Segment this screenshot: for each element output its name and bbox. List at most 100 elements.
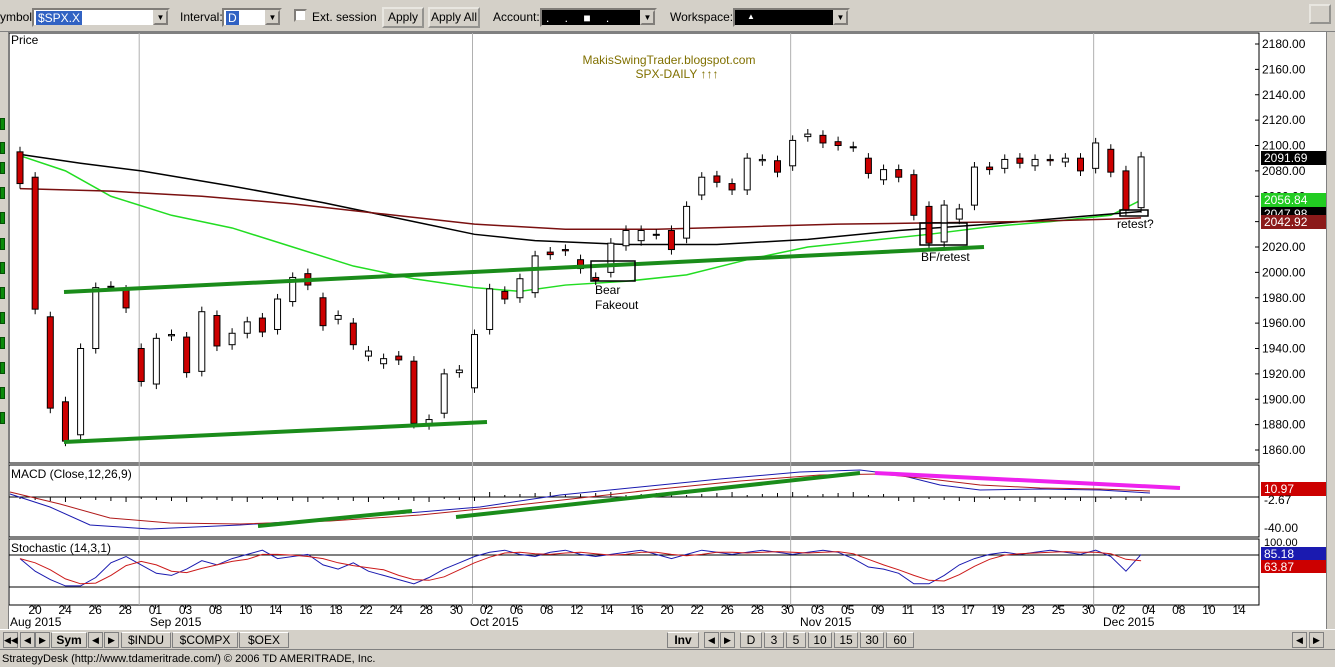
date-tick-label: 16 <box>630 603 644 617</box>
candle-body <box>546 251 554 256</box>
candle-body <box>31 176 39 310</box>
tab-sym[interactable]: Sym <box>51 632 87 648</box>
tab-10[interactable]: 10 <box>808 632 832 648</box>
price-chart[interactable]: 2180.00 2160.00 2140.00 2120.00 2100.00 2080.… <box>0 32 1335 629</box>
date-tick-label: 24 <box>390 603 404 617</box>
candle-body <box>455 369 463 374</box>
next-icon[interactable]: ▶ <box>720 632 735 648</box>
macd-trendline-2 <box>455 471 861 519</box>
tab-indu[interactable]: $INDU <box>121 632 171 648</box>
macd-histogram <box>19 492 1142 502</box>
interval-combo[interactable]: D ▼ <box>222 8 282 27</box>
date-tick-label: 16 <box>299 603 313 617</box>
chevron-down-icon[interactable]: ▼ <box>833 10 848 25</box>
chart-area[interactable]: 2180.00 2160.00 2140.00 2120.00 2100.00 2080.… <box>0 32 1335 629</box>
next-icon[interactable]: ▶ <box>35 632 50 648</box>
next-icon[interactable]: ▶ <box>104 632 119 648</box>
support-trendline <box>63 245 985 294</box>
account-label: Account: <box>493 10 540 24</box>
date-tick-label: 10 <box>239 603 253 617</box>
tab-oex[interactable]: $OEX <box>239 632 289 648</box>
candle-body <box>274 298 282 330</box>
drawing-tool-marker[interactable] <box>0 262 5 274</box>
candle-body <box>1137 156 1145 209</box>
drawing-tool-marker[interactable] <box>0 337 5 349</box>
annotation-bf-retest: BF/retest <box>921 250 970 264</box>
first-icon[interactable]: ◀◀ <box>3 632 18 648</box>
bottom-navigation-bar: ◀◀ ◀ ▶ Sym ◀ ▶ $INDU $COMPX $OEX Inv ◀ ▶… <box>0 629 1335 649</box>
prev-icon[interactable]: ◀ <box>88 632 103 648</box>
price-badge-value: 2042.92 <box>1264 215 1308 229</box>
date-tick-label: 02 <box>1112 603 1126 617</box>
tab-30[interactable]: 30 <box>860 632 884 648</box>
symbol-combo[interactable]: $SPX.X ▼ <box>32 8 170 27</box>
chevron-down-icon[interactable]: ▼ <box>265 10 280 25</box>
date-tick-label: 11 <box>902 603 915 617</box>
candle-body <box>334 315 342 320</box>
stochastic-k-line <box>19 549 1142 587</box>
candle-body <box>864 157 872 174</box>
date-tick-label: 20 <box>28 603 42 617</box>
date-tick-label: 28 <box>751 603 765 617</box>
status-text: StrategyDesk (http://www.tdameritrade.co… <box>2 653 376 665</box>
drawing-tool-marker[interactable] <box>0 412 5 424</box>
candle-body <box>1077 157 1084 172</box>
workspace-label: Workspace: <box>670 10 734 24</box>
date-tick-label: 30 <box>450 603 464 617</box>
drawing-tool-marker[interactable] <box>0 212 5 224</box>
ext-session-checkbox[interactable] <box>294 9 307 22</box>
candle-body <box>1107 148 1115 173</box>
apply-button[interactable]: Apply <box>382 7 424 28</box>
moving-averages <box>19 153 1142 293</box>
apply-all-button[interactable]: Apply All <box>428 7 480 28</box>
candle-body <box>1001 158 1009 169</box>
macd-value: 10.97 <box>1264 482 1294 496</box>
month-label: Dec 2015 <box>1103 615 1155 629</box>
date-tick-label: 17 <box>961 603 975 617</box>
date-tick-label: 08 <box>540 603 554 617</box>
drawing-tool-marker[interactable] <box>0 238 5 250</box>
bf-retest-box <box>919 222 968 246</box>
candle-body <box>152 337 160 385</box>
drawing-tool-marker[interactable] <box>0 142 5 154</box>
candle-body <box>258 317 266 333</box>
candle-body <box>743 157 751 191</box>
drawing-tool-marker[interactable] <box>0 362 5 374</box>
drawing-tool-marker[interactable] <box>0 312 5 324</box>
drawing-tool-marker[interactable] <box>0 187 5 199</box>
tab-d[interactable]: D <box>740 632 762 648</box>
drawing-tool-marker[interactable] <box>0 162 5 174</box>
price-badge-value: 2056.84 <box>1264 193 1308 207</box>
prev-icon[interactable]: ◀ <box>1292 632 1307 648</box>
prev-icon[interactable]: ◀ <box>20 632 35 648</box>
drawing-tool-marker[interactable] <box>0 387 5 399</box>
next-icon[interactable]: ▶ <box>1309 632 1324 648</box>
drawing-tool-marker[interactable] <box>0 287 5 299</box>
chevron-down-icon[interactable]: ▼ <box>640 10 655 25</box>
candle-body <box>319 297 327 327</box>
candle-body <box>925 205 933 244</box>
account-combo[interactable]: . . ■ . ▼ <box>540 8 657 27</box>
tab-inv[interactable]: Inv <box>667 632 699 648</box>
price-badge-value: 2091.69 <box>1264 151 1308 165</box>
drawing-tool-marker[interactable] <box>0 118 5 130</box>
candle-body <box>410 360 418 424</box>
right-scrollbar[interactable] <box>1326 32 1335 629</box>
candle-body <box>774 160 781 173</box>
tab-60[interactable]: 60 <box>886 632 914 648</box>
tab-compx[interactable]: $COMPX <box>172 632 238 648</box>
workspace-combo[interactable]: ▲ ▼ <box>733 8 850 27</box>
candle-body <box>122 289 130 309</box>
prev-icon[interactable]: ◀ <box>704 632 719 648</box>
tab-5[interactable]: 5 <box>786 632 806 648</box>
window-menu-button[interactable] <box>1309 4 1331 24</box>
watermark-url: MakisSwingTrader.blogspot.com <box>583 53 756 67</box>
tab-3[interactable]: 3 <box>764 632 784 648</box>
chevron-down-icon[interactable]: ▼ <box>153 10 168 25</box>
price-axis-label: 2080.00 <box>1262 164 1306 178</box>
candle-body <box>804 133 812 138</box>
candle-body <box>970 166 978 206</box>
price-axis-label: 1880.00 <box>1262 418 1306 432</box>
toolbar: ymbol: $SPX.X ▼ Interval: D ▼ Ext. sessi… <box>0 0 1335 32</box>
tab-15[interactable]: 15 <box>834 632 858 648</box>
